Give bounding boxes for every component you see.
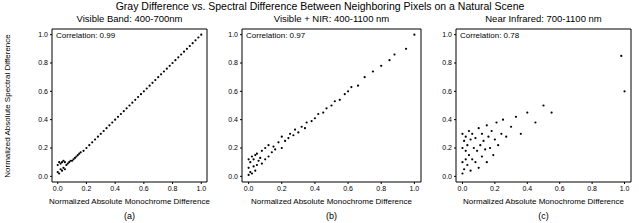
svg-text:0.8: 0.8 xyxy=(587,185,597,192)
svg-text:0.8: 0.8 xyxy=(442,59,452,66)
html-text:Gray Difference vs. Spectral D: Gray Difference vs. Spectral Difference … xyxy=(115,0,525,12)
html-text:(a): (a) xyxy=(124,211,135,221)
svg-text:0.8: 0.8 xyxy=(168,185,178,192)
svg-text:0.2: 0.2 xyxy=(490,185,500,192)
svg-text:1.0: 1.0 xyxy=(38,31,48,38)
svg-text:0.2: 0.2 xyxy=(228,144,238,151)
html-text:Near Infrared: 700-1100 nm: Near Infrared: 700-1100 nm xyxy=(485,13,602,24)
html-text:Normalized Absolute Spectral D: Normalized Absolute Spectral Difference xyxy=(3,33,12,178)
svg-text:0.4: 0.4 xyxy=(442,116,452,123)
svg-text:0.4: 0.4 xyxy=(110,185,120,192)
html-text:Normalized Absolute Monochrome: Normalized Absolute Monochrome Differenc… xyxy=(463,197,624,206)
svg-text:0.0: 0.0 xyxy=(38,173,48,180)
svg-text:0.6: 0.6 xyxy=(38,88,48,95)
svg-text:0.6: 0.6 xyxy=(343,185,353,192)
svg-text:0.0: 0.0 xyxy=(53,185,63,192)
svg-text:1.0: 1.0 xyxy=(196,185,206,192)
svg-text:1.0: 1.0 xyxy=(620,185,630,192)
html-text:(b): (b) xyxy=(326,211,337,221)
svg-text:0.4: 0.4 xyxy=(228,116,238,123)
html-text:Normalized Absolute Monochrome: Normalized Absolute Monochrome Differenc… xyxy=(251,197,412,206)
html-text:Correlation: 0.99: Correlation: 0.99 xyxy=(56,31,116,40)
html-text:Correlation: 0.97: Correlation: 0.97 xyxy=(246,31,306,40)
svg-text:0.2: 0.2 xyxy=(82,185,92,192)
svg-text:0.8: 0.8 xyxy=(38,59,48,66)
svg-text:0.0: 0.0 xyxy=(442,173,452,180)
svg-text:0.6: 0.6 xyxy=(139,185,149,192)
svg-text:0.6: 0.6 xyxy=(442,88,452,95)
svg-text:0.6: 0.6 xyxy=(228,88,238,95)
svg-text:0.8: 0.8 xyxy=(376,185,386,192)
html-text:Visible + NIR: 400-1100 nm: Visible + NIR: 400-1100 nm xyxy=(273,13,390,24)
html-text:Normalized Absolute Monochrome: Normalized Absolute Monochrome Differenc… xyxy=(49,197,210,206)
svg-text:0.4: 0.4 xyxy=(522,185,532,192)
svg-text:1.0: 1.0 xyxy=(442,31,452,38)
svg-text:0.4: 0.4 xyxy=(38,116,48,123)
svg-text:0.2: 0.2 xyxy=(38,144,48,151)
svg-text:0.2: 0.2 xyxy=(277,185,287,192)
svg-text:0.0: 0.0 xyxy=(228,173,238,180)
svg-text:0.0: 0.0 xyxy=(244,185,254,192)
svg-text:0.4: 0.4 xyxy=(310,185,320,192)
svg-text:0.6: 0.6 xyxy=(555,185,565,192)
html-text:Visible Band: 400-700nm: Visible Band: 400-700nm xyxy=(76,13,183,24)
html-text:(c): (c) xyxy=(538,211,549,221)
svg-text:0.0: 0.0 xyxy=(458,185,468,192)
svg-text:0.2: 0.2 xyxy=(442,144,452,151)
svg-text:1.0: 1.0 xyxy=(228,31,238,38)
html-text:Correlation: 0.78: Correlation: 0.78 xyxy=(460,31,520,40)
svg-text:0.8: 0.8 xyxy=(228,59,238,66)
svg-text:1.0: 1.0 xyxy=(410,185,420,192)
